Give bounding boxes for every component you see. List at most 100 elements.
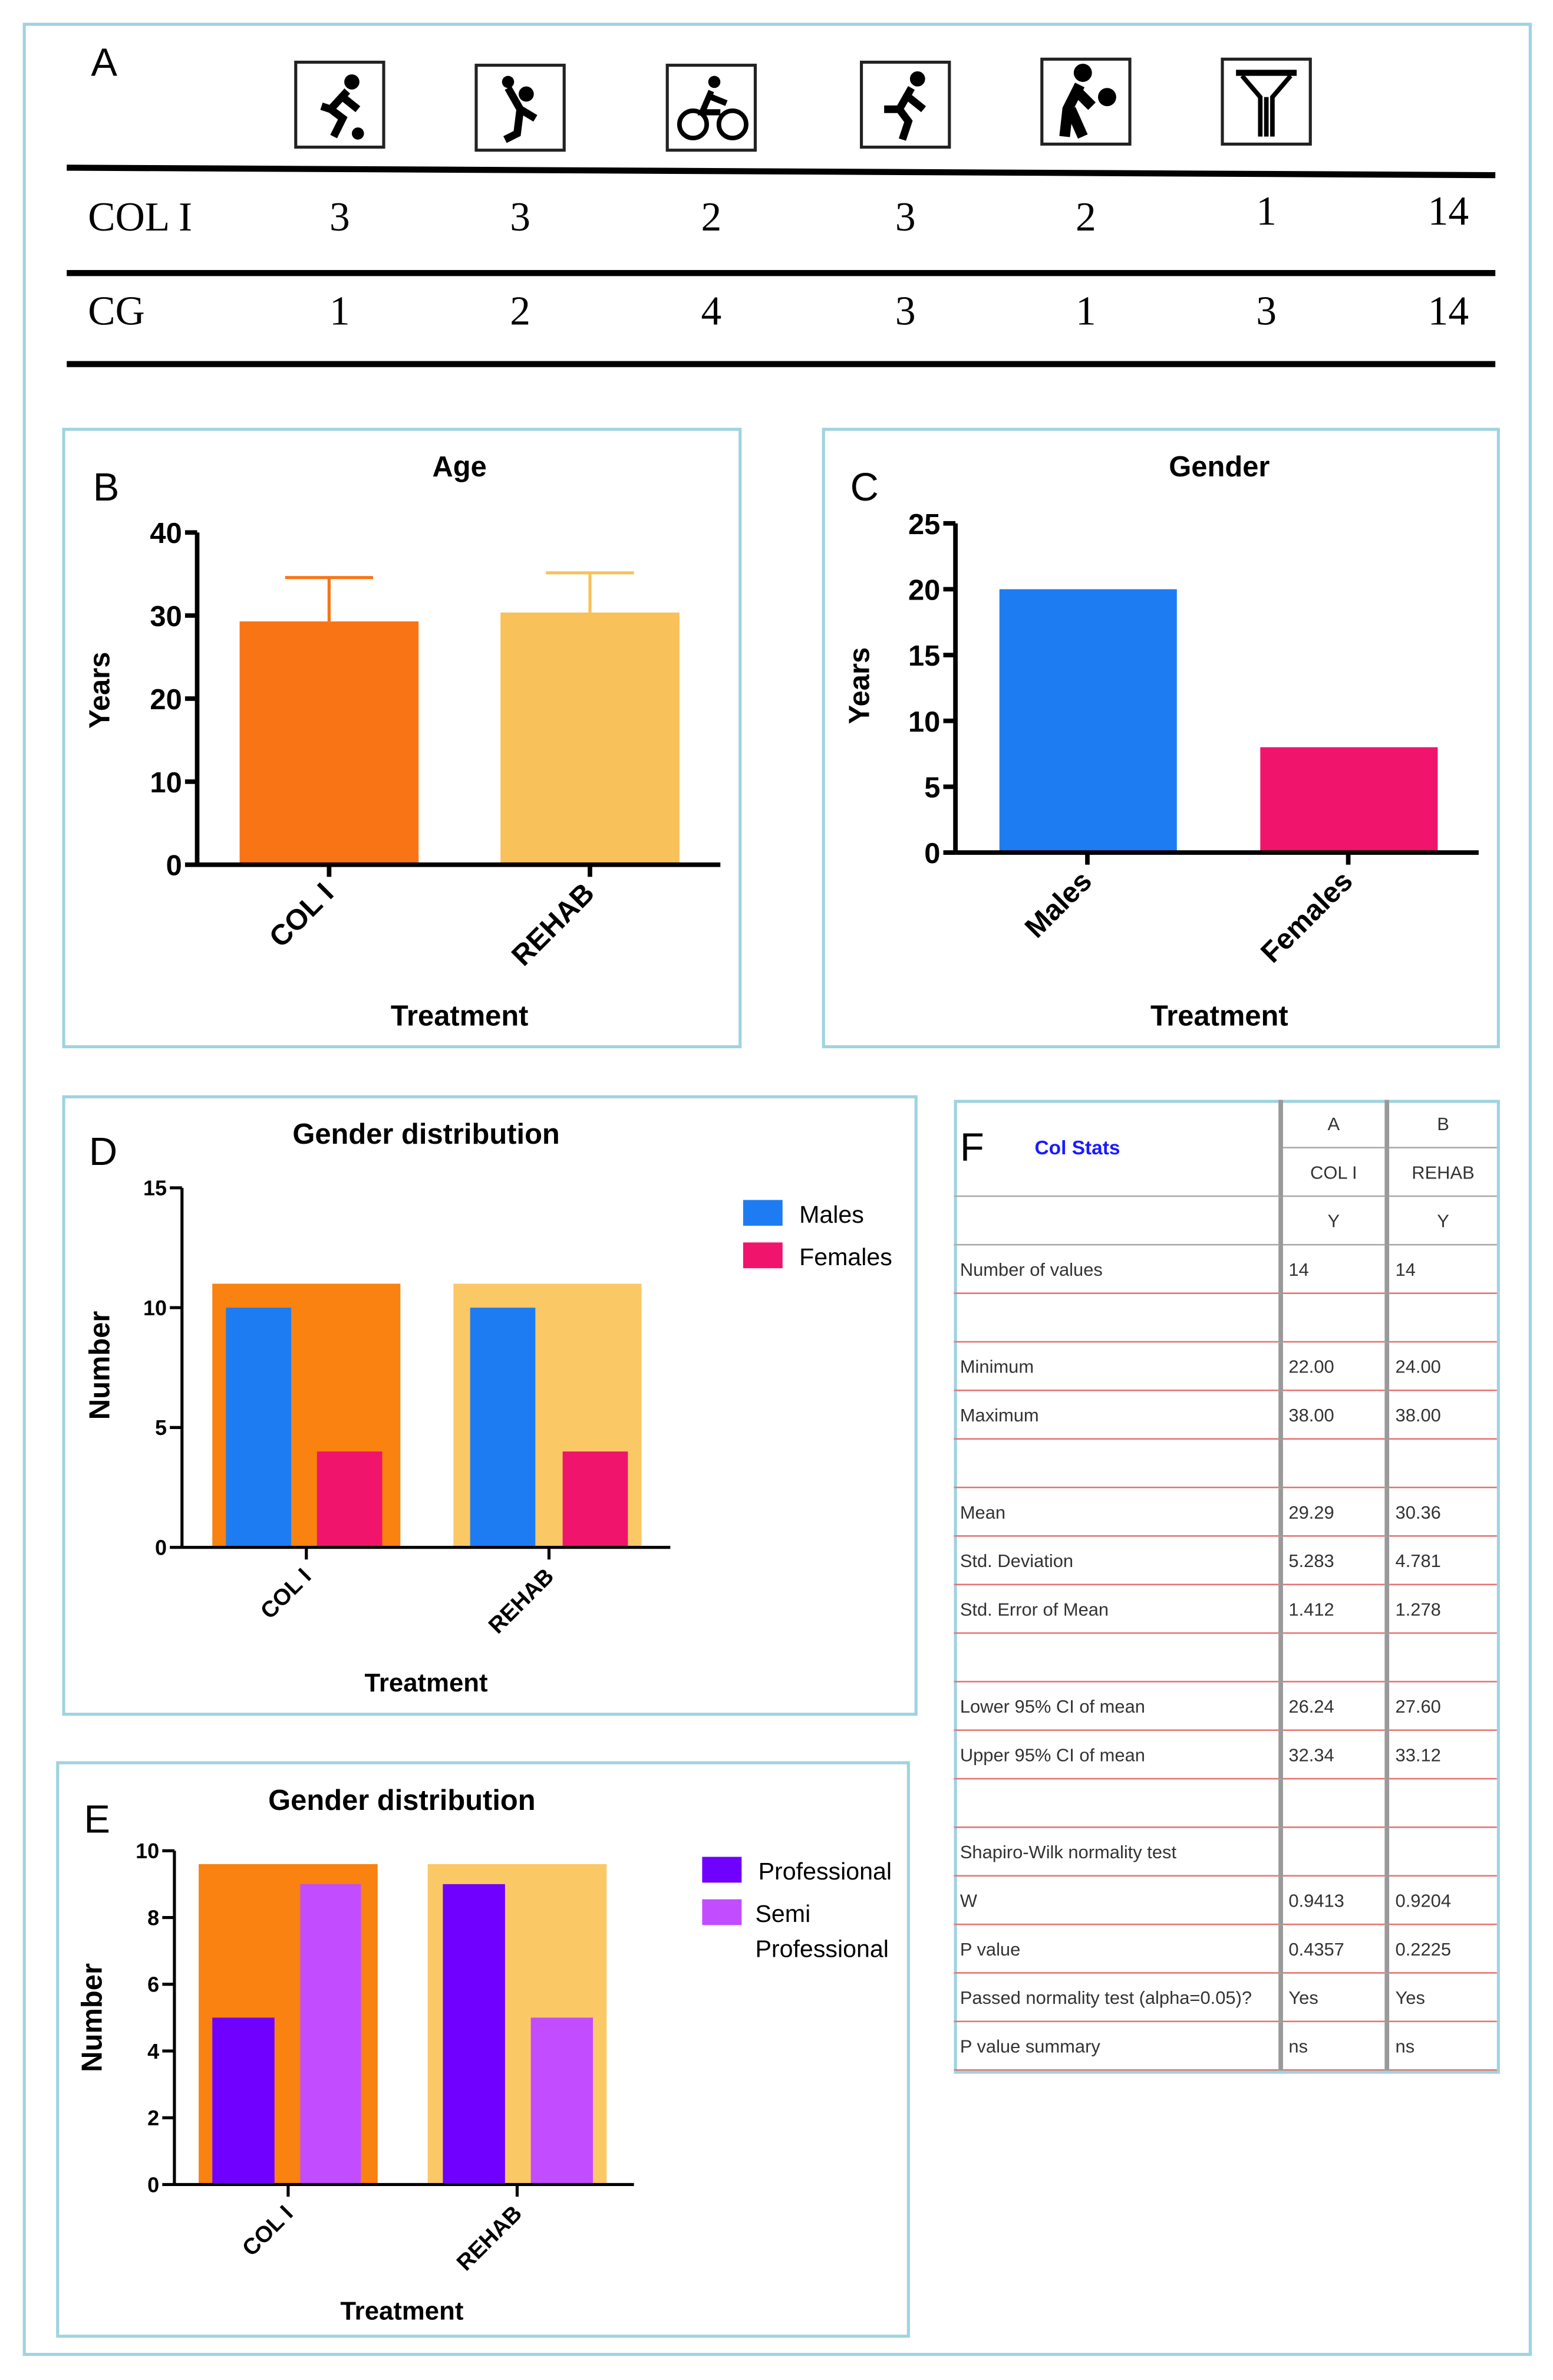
- soccer-player-icon: [294, 60, 385, 149]
- value-cell: 29.29: [1278, 1487, 1387, 1537]
- row-label: Lower 95% CI of mean: [954, 1681, 1281, 1731]
- value-cell: [1384, 1293, 1497, 1343]
- table-cell: 3: [895, 194, 916, 240]
- table-cell: 14: [1427, 288, 1469, 334]
- y-tick-label: 20: [908, 574, 940, 606]
- row-label: Passed normality test (alpha=0.05)?: [954, 1973, 1281, 2023]
- x-tick-label: Males: [1019, 865, 1098, 944]
- row-label: Number of values: [954, 1245, 1281, 1294]
- chart-title: Age: [433, 451, 487, 483]
- table-row: Shapiro-Wilk normality test: [954, 1827, 1497, 1877]
- panel-border: [822, 427, 1500, 1049]
- row-label: Maximum: [954, 1390, 1281, 1440]
- x-axis-label: Treatment: [365, 1668, 488, 1697]
- value-cell: [1384, 1779, 1497, 1828]
- col-name: REHAB: [1384, 1147, 1497, 1197]
- value-cell: 1.412: [1278, 1584, 1387, 1634]
- panel-label: E: [84, 1797, 110, 1841]
- cyclist-icon: [665, 64, 757, 152]
- bar: [999, 589, 1177, 853]
- y-axis-label: Number: [84, 1311, 116, 1420]
- value-cell: 22.00: [1278, 1341, 1387, 1391]
- table-cell: 2: [510, 288, 530, 334]
- value-cell: [1278, 1438, 1387, 1489]
- y-tick-label: 40: [150, 518, 182, 549]
- value-cell: 0.9413: [1278, 1875, 1387, 1925]
- y-tick-label: 5: [155, 1416, 167, 1440]
- y-tick-label: 0: [147, 2172, 159, 2197]
- table-row: Mean 29.29 30.36: [954, 1487, 1497, 1537]
- bar-males: [226, 1308, 292, 1548]
- value-cell: 27.60: [1384, 1681, 1497, 1731]
- value-cell: 24.00: [1384, 1341, 1497, 1391]
- table-rule: [67, 270, 1496, 276]
- y-axis-label: Number: [76, 1963, 108, 2072]
- panel-border: [62, 1095, 918, 1716]
- row-label: Mean: [954, 1487, 1281, 1537]
- table-row: W 0.9413 0.9204: [954, 1875, 1497, 1925]
- table-cell: 1: [329, 288, 350, 334]
- x-tick-label: COL I: [238, 2201, 298, 2262]
- table-cell: 3: [329, 194, 350, 240]
- legend-label: Professional: [759, 1858, 892, 1885]
- table-row: [954, 1293, 1497, 1343]
- legend-label: Professional: [755, 1935, 888, 1962]
- col-stats-table: F Col Stats A B COL I REHAB Y Y Number o…: [954, 1100, 1497, 2071]
- panel-label: F: [960, 1124, 984, 1170]
- table-row: Minimum 22.00 24.00: [954, 1341, 1497, 1391]
- y-tick-label: 6: [147, 1973, 159, 1997]
- legend-label: Females: [799, 1243, 892, 1270]
- legend-swatch: [702, 1856, 742, 1883]
- value-cell: [1384, 1633, 1497, 1683]
- y-tick-label: 0: [924, 838, 940, 870]
- table-row: [954, 1633, 1497, 1683]
- x-axis-label: Treatment: [1150, 1000, 1288, 1032]
- col-letter: A: [1278, 1100, 1387, 1148]
- value-cell: 26.24: [1278, 1681, 1387, 1731]
- value-cell: [1384, 1438, 1497, 1489]
- table-rule: [67, 361, 1496, 367]
- row-label: P value: [954, 1924, 1281, 1974]
- col-type: Y: [1278, 1196, 1387, 1246]
- value-cell: 30.36: [1384, 1487, 1497, 1537]
- table-row: Std. Error of Mean 1.412 1.278: [954, 1584, 1497, 1634]
- bar: [1260, 747, 1438, 853]
- y-tick-label: 2: [147, 2106, 159, 2130]
- y-tick-label: 5: [924, 772, 940, 804]
- col-type: Y: [1384, 1196, 1497, 1246]
- bar-females: [562, 1451, 628, 1548]
- row-label: [954, 1293, 1281, 1343]
- y-tick-label: 0: [155, 1536, 167, 1560]
- value-cell: 14: [1384, 1245, 1497, 1294]
- row-label: Std. Error of Mean: [954, 1584, 1281, 1634]
- row-label: COL I: [88, 194, 193, 240]
- figure-border: [22, 22, 1532, 2356]
- table-cell: 3: [510, 194, 530, 240]
- col-letter: B: [1384, 1100, 1497, 1148]
- table-row: Lower 95% CI of mean 26.24 27.60: [954, 1681, 1497, 1731]
- table-row: Maximum 38.00 38.00: [954, 1390, 1497, 1440]
- x-tick-label: COL I: [256, 1563, 316, 1624]
- bar: [239, 621, 419, 865]
- y-tick-label: 0: [166, 850, 182, 882]
- value-cell: ns: [1384, 2021, 1497, 2071]
- row-label: Upper 95% CI of mean: [954, 1730, 1281, 1780]
- bar-professional: [212, 2017, 275, 2185]
- row-label: Shapiro-Wilk normality test: [954, 1827, 1281, 1877]
- value-cell: 1.278: [1384, 1584, 1497, 1634]
- table-cell: 1: [1256, 188, 1277, 234]
- bar: [500, 613, 680, 865]
- table-cell: 14: [1427, 188, 1469, 234]
- row-label: CG: [88, 288, 145, 334]
- x-tick-label: COL I: [263, 877, 340, 954]
- y-tick-label: 20: [150, 684, 182, 716]
- row-label: Minimum: [954, 1341, 1281, 1391]
- runner-icon: [860, 60, 951, 149]
- table-row: [954, 1779, 1497, 1828]
- volleyball-player-icon: [474, 64, 566, 152]
- legend-swatch: [743, 1200, 783, 1226]
- chart-title: Gender distribution: [268, 1785, 535, 1816]
- value-cell: 38.00: [1384, 1390, 1497, 1440]
- table-cell: 2: [1076, 194, 1096, 240]
